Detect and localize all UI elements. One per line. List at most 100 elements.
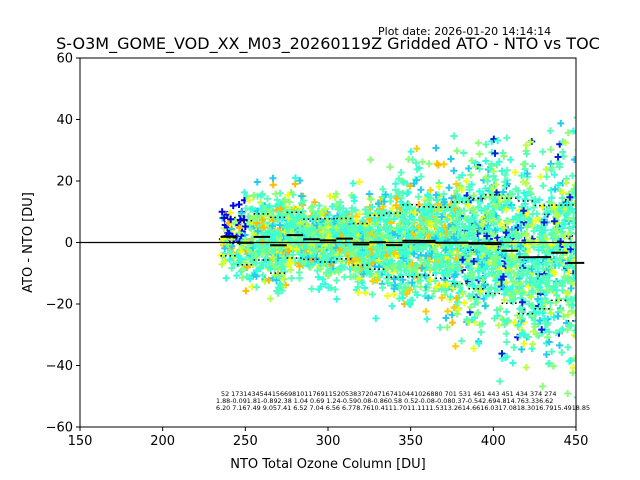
- scatter-point: [251, 270, 259, 278]
- scatter-point: [417, 186, 425, 194]
- scatter-point: [353, 266, 361, 274]
- scatter-point: [558, 349, 566, 357]
- scatter-point: [383, 265, 391, 273]
- scatter-point: [321, 280, 329, 288]
- plot-area: 52 1731434544156698101176911520538372047…: [79, 57, 590, 428]
- y-axis: −60 −40 −20 0 20 40 60: [46, 52, 80, 436]
- scatter-point: [246, 275, 254, 283]
- scatter-point: [406, 182, 414, 190]
- scatter-point: [409, 249, 417, 257]
- scatter-point: [287, 266, 295, 274]
- scatter-point: [511, 168, 519, 176]
- scatter-point: [410, 282, 418, 290]
- scatter-point: [579, 282, 586, 289]
- scatter-point: [401, 283, 409, 291]
- scatter-point: [276, 280, 284, 288]
- scatter-point: [543, 173, 551, 181]
- scatter-point: [390, 250, 398, 258]
- scatter-point: [368, 203, 376, 211]
- scatter-point: [269, 174, 277, 182]
- scatter-point: [345, 258, 353, 266]
- scatter-point: [236, 248, 244, 256]
- scatter-point: [379, 185, 387, 193]
- scatter-point: [403, 249, 411, 257]
- scatter-point: [412, 288, 420, 296]
- scatter-point: [580, 372, 587, 379]
- scatter-point: [403, 218, 411, 226]
- scatter-point: [229, 202, 237, 210]
- scatter-point: [332, 224, 340, 232]
- scatter-point: [432, 144, 440, 152]
- scatter-point: [411, 208, 419, 216]
- scatter-point: [268, 248, 276, 256]
- scatter-point: [577, 199, 584, 206]
- scatter-point: [379, 202, 387, 210]
- scatter-point: [293, 208, 301, 216]
- scatter-point: [308, 285, 316, 293]
- scatter-point: [263, 254, 271, 262]
- x-tick-label: 300: [316, 434, 341, 449]
- scatter-point: [579, 325, 586, 332]
- scatter-point: [322, 219, 330, 227]
- scatter-point: [578, 242, 585, 249]
- y-tick-label: 20: [56, 175, 73, 190]
- scatter-point: [397, 280, 405, 288]
- scatter-point: [367, 270, 375, 278]
- scatter-point: [382, 217, 390, 225]
- scatter-point: [447, 155, 455, 163]
- scatter-point: [578, 227, 585, 234]
- scatter-point: [333, 277, 341, 285]
- scatter-point: [393, 224, 401, 232]
- scatter-point: [226, 209, 234, 217]
- scatter-point: [285, 260, 293, 268]
- scatter-point: [277, 205, 285, 213]
- scatter-point: [503, 308, 511, 316]
- scatter-point: [507, 156, 515, 164]
- scatter-point: [451, 342, 459, 350]
- scatter-point: [403, 290, 411, 298]
- scatter-point: [384, 271, 392, 279]
- scatter-point: [578, 213, 585, 220]
- scatter-point: [317, 209, 325, 217]
- scatter-point: [578, 320, 585, 327]
- scatter-point: [220, 225, 228, 233]
- scatter-point: [580, 367, 587, 374]
- scatter-point: [386, 163, 394, 171]
- scatter-point: [565, 224, 573, 232]
- scatter-point: [307, 204, 315, 212]
- scatter-point: [318, 256, 326, 264]
- scatter-point: [259, 271, 267, 279]
- scatter-point: [390, 290, 398, 298]
- scatter-point: [576, 221, 583, 228]
- scatter-point: [403, 190, 411, 198]
- scatter-point: [428, 292, 436, 300]
- scatter-point: [415, 164, 423, 172]
- scatter-point: [281, 196, 289, 204]
- scatter-point: [419, 211, 427, 219]
- scatter-point: [408, 279, 416, 287]
- scatter-point: [270, 254, 278, 262]
- scatter-point: [335, 268, 343, 276]
- scatter-point: [283, 223, 291, 231]
- scatter-point: [578, 348, 585, 355]
- scatter-point: [417, 277, 425, 285]
- scatter-point: [536, 173, 544, 181]
- scatter-point: [335, 252, 343, 260]
- scatter-point: [547, 186, 555, 194]
- scatter-point: [503, 134, 511, 142]
- y-tick-label: 60: [56, 52, 73, 67]
- scatter-point: [465, 165, 473, 173]
- scatter-point: [328, 226, 336, 234]
- scatter-point: [315, 202, 323, 210]
- scatter-point: [327, 258, 335, 266]
- scatter-point: [467, 171, 475, 179]
- scatter-point: [577, 221, 584, 228]
- scatter-point: [416, 256, 424, 264]
- scatter-point: [267, 264, 275, 272]
- scatter-point: [407, 148, 415, 156]
- scatter-point: [367, 195, 375, 203]
- scatter-point: [314, 273, 322, 281]
- scatter-point: [418, 158, 426, 166]
- scatter-point: [406, 286, 414, 294]
- scatter-point: [435, 183, 443, 191]
